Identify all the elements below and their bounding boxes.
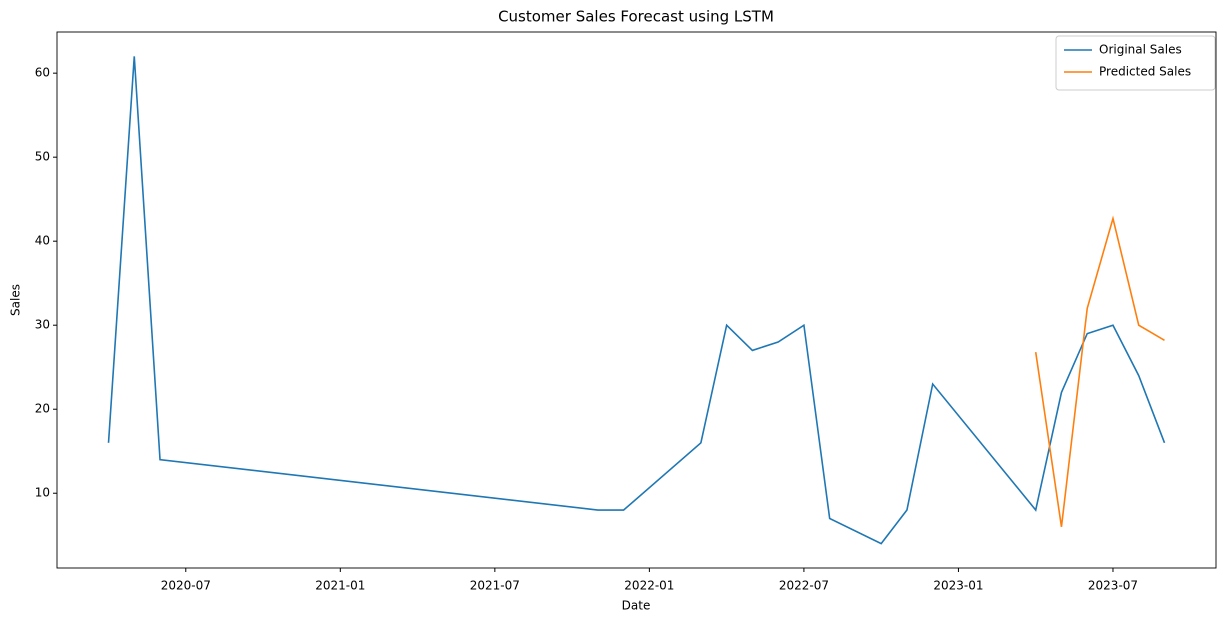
series-line [107,56,1166,545]
x-tick-label: 2023-07 [1088,579,1138,593]
legend-box [1055,35,1216,91]
y-tick-label: 10 [35,486,50,500]
x-tick-label: 2022-01 [624,579,674,593]
series-line [1034,215,1165,527]
x-tick-label: 2021-01 [315,579,365,593]
y-tick-label: 60 [35,66,50,80]
y-tick-label: 30 [35,318,50,332]
x-tick-label: 2023-01 [933,579,983,593]
y-tick-label: 20 [35,402,50,416]
legend-label: Original Sales [1099,43,1182,57]
chart-title: Customer Sales Forecast using LSTM [498,8,774,26]
plot-frame [56,31,1217,569]
y-tick-label: 40 [35,234,50,248]
x-tick-label: 2020-07 [161,579,211,593]
x-tick-label: 2021-07 [470,579,520,593]
y-axis-label: Sales [9,284,23,316]
legend-label: Predicted Sales [1099,65,1191,79]
x-tick-label: 2022-07 [779,579,829,593]
y-tick-label: 50 [35,150,50,164]
x-axis-label: Date [622,599,651,613]
